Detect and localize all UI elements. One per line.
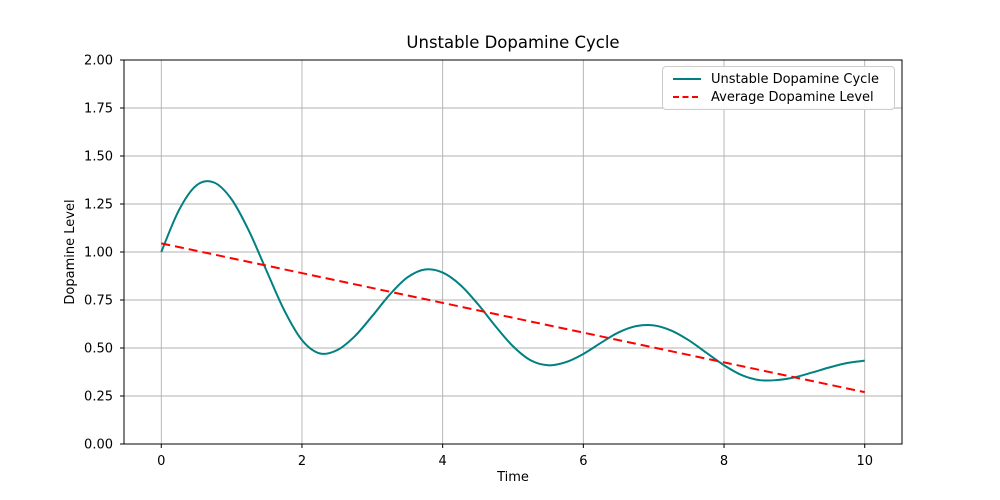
x-tick-label: 8 (720, 454, 728, 469)
x-tick-label: 4 (439, 454, 447, 469)
x-tick-label: 10 (856, 454, 873, 469)
series-line-unstable-dopamine-cycle (160, 180, 865, 382)
legend: Unstable Dopamine Cycle Average Dopamine… (662, 66, 895, 110)
y-tick-label: 0.25 (84, 390, 113, 405)
y-axis-label: Dopamine Level (63, 199, 78, 305)
y-tick-label: 0.50 (84, 342, 113, 357)
y-tick-label: 2.00 (84, 54, 113, 69)
y-tick-label: 1.50 (84, 150, 113, 165)
series-line-average-dopamine-level (161, 242, 865, 394)
legend-label: Unstable Dopamine Cycle (711, 71, 879, 87)
y-tick-label: 0.75 (84, 294, 113, 309)
legend-item-average-dopamine-level: Average Dopamine Level (672, 88, 885, 106)
y-tick-label: 1.75 (84, 102, 113, 117)
x-tick-label: 6 (579, 454, 587, 469)
chart-title: Unstable Dopamine Cycle (406, 33, 620, 52)
legend-line-solid-icon (673, 78, 701, 80)
y-tick-label: 1.25 (84, 198, 113, 213)
y-tick-label: 1.00 (84, 246, 113, 261)
x-axis-label: Time (497, 470, 529, 485)
legend-line-dashed-icon (673, 96, 701, 98)
x-tick-label: 0 (157, 454, 165, 469)
x-tick-label: 2 (298, 454, 306, 469)
legend-item-unstable-dopamine-cycle: Unstable Dopamine Cycle (672, 70, 885, 88)
legend-label: Average Dopamine Level (711, 89, 874, 105)
y-tick-label: 0.00 (84, 438, 113, 453)
